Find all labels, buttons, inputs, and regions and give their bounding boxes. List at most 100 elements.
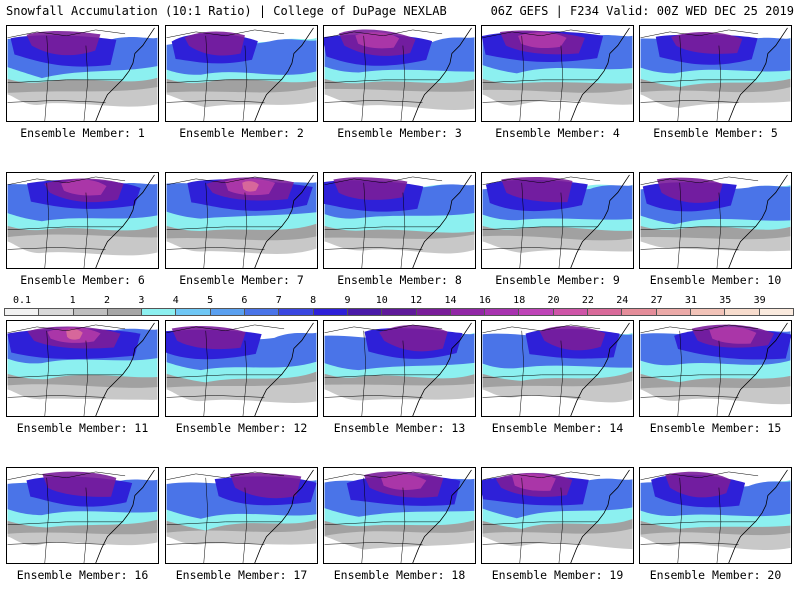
run-info: 06Z GEFS | F234 Valid: 00Z WED DEC 25 20… — [490, 4, 794, 18]
snowfall-map — [323, 320, 476, 417]
snowfall-map — [165, 25, 318, 122]
state-border — [482, 395, 581, 398]
header: Snowfall Accumulation (10:1 Ratio) | Col… — [0, 0, 800, 20]
snowfall-map — [639, 320, 792, 417]
coastline — [570, 27, 630, 121]
state-border — [640, 79, 757, 84]
ensemble-panel: Ensemble Member: 18 — [323, 467, 476, 582]
colorbar-swatch — [279, 309, 314, 315]
colorbar: 0.1 1 2 3 4 5 6 7 8 9 10 12 14 16 18 20 22 24 27 31 35 39 — [4, 295, 794, 319]
state-border — [558, 45, 564, 121]
colorbar-swatch — [622, 309, 657, 315]
colorbar-tick-label: 9 — [344, 295, 351, 306]
state-border — [242, 45, 248, 121]
snow-purple-region — [539, 326, 606, 351]
colorbar-swatch — [553, 309, 589, 315]
state-border — [640, 542, 739, 545]
snow-purple-region — [379, 324, 448, 352]
coastline — [412, 322, 472, 416]
state-border — [677, 330, 682, 416]
state-border — [482, 542, 581, 545]
snowfall-map — [6, 25, 159, 122]
state-border — [324, 521, 441, 526]
state-border — [716, 45, 722, 121]
state-border — [640, 395, 739, 398]
snowfall-map — [323, 467, 476, 564]
snowfall-map — [639, 172, 792, 269]
snow-purple-region — [671, 31, 743, 54]
snow-magenta-region — [518, 32, 567, 49]
state-border — [716, 192, 722, 268]
snow-purple-region — [184, 31, 245, 56]
coastline — [95, 174, 155, 268]
state-border — [44, 182, 49, 268]
coastline — [95, 322, 155, 416]
great-lakes-outline — [7, 176, 126, 185]
ensemble-member-label: Ensemble Member: 7 — [179, 273, 304, 287]
ensemble-panel: Ensemble Member: 6 — [6, 172, 159, 287]
colorbar-tick-label: 18 — [513, 295, 526, 306]
great-lakes-outline — [7, 471, 126, 480]
colorbar-tick-label: 6 — [241, 295, 248, 306]
state-border — [7, 395, 106, 398]
state-border — [640, 374, 757, 379]
state-border — [7, 100, 106, 103]
ensemble-panel: Ensemble Member: 13 — [323, 320, 476, 435]
state-border — [242, 340, 248, 416]
coastline — [728, 27, 788, 121]
state-border — [716, 340, 722, 416]
great-lakes-outline — [7, 29, 126, 38]
state-border — [83, 45, 89, 121]
state-border — [44, 35, 49, 121]
colorbar-tick-label: 20 — [547, 295, 560, 306]
colorbar-tick-label: 4 — [172, 295, 179, 306]
colorbar-swatch — [485, 309, 520, 315]
colorbar-swatch — [519, 309, 554, 315]
ensemble-panel: Ensemble Member: 3 — [323, 25, 476, 140]
state-border — [7, 226, 124, 231]
ensemble-member-label: Ensemble Member: 14 — [491, 421, 624, 435]
snowfall-map — [481, 320, 634, 417]
ensemble-member-label: Ensemble Member: 20 — [649, 568, 782, 582]
great-lakes-outline — [324, 324, 443, 333]
colorbar-tick-label: 31 — [684, 295, 697, 306]
snowfall-map — [639, 25, 792, 122]
colorbar-tick-label: 10 — [375, 295, 388, 306]
coastline — [728, 174, 788, 268]
state-border — [400, 192, 406, 268]
ensemble-member-label: Ensemble Member: 2 — [179, 126, 304, 140]
colorbar-swatch — [39, 309, 74, 315]
ensemble-panel: Ensemble Member: 14 — [481, 320, 634, 435]
state-border — [400, 340, 406, 416]
great-lakes-outline — [482, 29, 601, 38]
state-border — [640, 100, 739, 103]
state-border — [7, 542, 106, 545]
state-border — [400, 45, 406, 121]
ensemble-panel: Ensemble Member: 7 — [165, 172, 318, 287]
state-border — [640, 521, 757, 526]
state-border — [242, 487, 248, 563]
great-lakes-outline — [482, 176, 601, 185]
ensemble-panel: Ensemble Member: 5 — [639, 25, 792, 140]
state-border — [640, 226, 757, 231]
colorbar-swatch — [142, 309, 177, 315]
colorbar-swatch — [588, 309, 623, 315]
snowfall-map — [323, 172, 476, 269]
great-lakes-outline — [324, 471, 443, 480]
colorbar-swatch — [690, 309, 726, 315]
state-border — [361, 35, 366, 121]
ensemble-member-label: Ensemble Member: 12 — [175, 421, 308, 435]
snow-purple-region — [229, 472, 302, 499]
state-border — [83, 340, 89, 416]
great-lakes-outline — [640, 471, 759, 480]
state-border — [677, 477, 682, 563]
state-border — [166, 100, 265, 103]
state-border — [166, 521, 283, 526]
coastline — [95, 469, 155, 563]
colorbar-swatch — [725, 309, 760, 315]
state-border — [166, 374, 283, 379]
colorbar-tick-label: 8 — [310, 295, 317, 306]
state-border — [166, 226, 283, 231]
ensemble-panel: Ensemble Member: 12 — [165, 320, 318, 435]
page-title: Snowfall Accumulation (10:1 Ratio) | Col… — [6, 4, 447, 18]
